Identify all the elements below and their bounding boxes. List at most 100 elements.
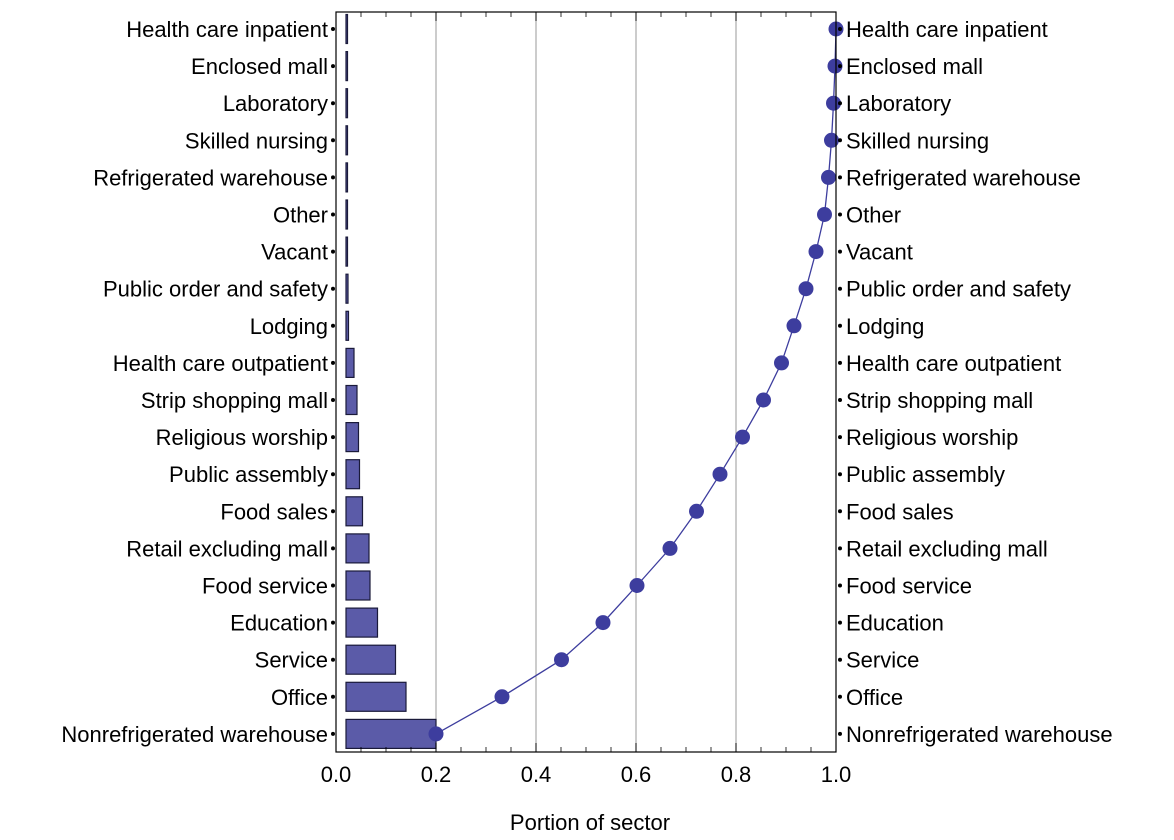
- bar-12: [345, 459, 361, 490]
- right-tick-dot: [838, 731, 842, 736]
- right-tick-dot: [838, 583, 842, 588]
- line-point-4: [821, 169, 836, 185]
- left-category-label-17: Service: [255, 648, 328, 673]
- left-tick-dot: [331, 472, 335, 477]
- x-tick-label-0: 0.0: [321, 762, 352, 787]
- left-tick-dot: [331, 509, 335, 514]
- left-tick-dot: [331, 101, 335, 106]
- bar-11: [345, 422, 360, 453]
- right-category-label-1: Enclosed mall: [846, 54, 983, 79]
- right-tick-dot: [838, 64, 842, 69]
- right-tick-dot: [838, 360, 842, 365]
- line-point-7: [798, 281, 814, 297]
- right-category-labels: Health care inpatient Enclosed mall Labora…: [838, 17, 1113, 747]
- bar-8: [345, 310, 350, 341]
- left-category-label-12: Public assembly: [169, 462, 328, 487]
- right-category-label-12: Public assembly: [846, 462, 1005, 487]
- left-tick-dot: [331, 620, 335, 625]
- right-tick-dot: [838, 101, 842, 106]
- line-point-2: [826, 95, 841, 111]
- left-tick-dot: [331, 323, 335, 328]
- right-category-label-0: Health care inpatient: [846, 17, 1048, 42]
- right-tick-dot: [838, 694, 842, 699]
- line-point-9: [774, 355, 789, 371]
- left-category-label-11: Religious worship: [156, 425, 328, 450]
- right-tick-dot: [838, 657, 842, 662]
- line-point-19: [428, 726, 444, 742]
- left-tick-dot: [331, 546, 335, 551]
- line-point-11: [735, 429, 750, 445]
- left-tick-dot: [331, 583, 335, 588]
- right-category-label-10: Strip shopping mall: [846, 388, 1033, 413]
- x-tick-label-4: 0.8: [721, 762, 752, 787]
- bar-15: [345, 570, 371, 601]
- left-tick-dot: [331, 398, 335, 402]
- right-tick-dot: [838, 286, 842, 291]
- left-tick-dot: [331, 64, 335, 69]
- line-point-3: [824, 132, 839, 148]
- right-category-label-5: Other: [846, 203, 901, 228]
- right-category-label-6: Vacant: [846, 240, 913, 265]
- line-point-8: [786, 318, 802, 334]
- right-tick-dot: [838, 620, 842, 625]
- x-tick-label-3: 0.6: [621, 762, 652, 787]
- left-tick-dot: [331, 694, 335, 699]
- line-point-17: [554, 652, 569, 668]
- bar-17: [345, 644, 397, 675]
- x-tick-label-5: 1.0: [821, 762, 852, 787]
- right-category-label-15: Food service: [846, 574, 972, 599]
- left-category-label-16: Education: [230, 611, 328, 636]
- right-tick-dot: [838, 138, 842, 143]
- bar-4: [345, 162, 349, 193]
- left-category-label-15: Food service: [202, 574, 328, 599]
- right-tick-dot: [838, 249, 842, 254]
- right-tick-dot: [838, 212, 842, 217]
- x-tick-label-1: 0.2: [421, 762, 452, 787]
- line-point-16: [595, 615, 611, 631]
- left-category-label-8: Lodging: [250, 314, 328, 339]
- left-tick-dot: [331, 249, 335, 254]
- right-category-label-18: Office: [846, 685, 903, 710]
- bar-5: [345, 199, 349, 230]
- bar-2: [345, 88, 349, 119]
- right-tick-dot: [838, 509, 842, 514]
- right-category-label-2: Laboratory: [846, 91, 951, 116]
- left-tick-dot: [331, 175, 335, 180]
- axis-ticks: [335, 12, 837, 752]
- right-tick-dot: [838, 27, 842, 31]
- left-category-label-3: Skilled nursing: [185, 128, 328, 153]
- x-tick-label-2: 0.4: [521, 762, 552, 787]
- left-category-label-9: Health care outpatient: [113, 351, 328, 376]
- left-tick-dot: [331, 435, 335, 440]
- left-tick-dot: [331, 286, 335, 291]
- right-tick-dot: [838, 175, 842, 180]
- bar-13: [345, 496, 364, 527]
- left-category-label-19: Nonrefrigerated warehouse: [61, 722, 328, 747]
- right-category-label-19: Nonrefrigerated warehouse: [846, 722, 1113, 747]
- right-category-label-7: Public order and safety: [846, 277, 1071, 302]
- left-category-label-14: Retail excluding mall: [126, 536, 328, 561]
- bar-1: [345, 50, 349, 82]
- bar-10: [345, 384, 358, 416]
- line-point-12: [712, 466, 728, 482]
- line-point-6: [808, 244, 824, 260]
- right-category-label-17: Service: [846, 648, 919, 673]
- left-category-label-4: Refrigerated warehouse: [93, 165, 328, 190]
- right-category-label-11: Religious worship: [846, 425, 1018, 450]
- left-tick-dot: [331, 27, 335, 31]
- left-category-label-5: Other: [273, 203, 328, 228]
- bar-7: [345, 273, 349, 304]
- right-category-label-16: Education: [846, 611, 944, 636]
- x-axis-title: Portion of sector: [510, 810, 670, 835]
- plot-frame: [335, 11, 837, 753]
- line-point-10: [756, 392, 771, 408]
- left-tick-dot: [331, 657, 335, 662]
- line-point-14: [662, 540, 678, 556]
- right-category-label-9: Health care outpatient: [846, 351, 1061, 376]
- bar-14: [345, 533, 370, 564]
- left-category-label-18: Office: [271, 685, 328, 710]
- right-tick-dot: [838, 323, 842, 328]
- line-point-13: [689, 503, 704, 519]
